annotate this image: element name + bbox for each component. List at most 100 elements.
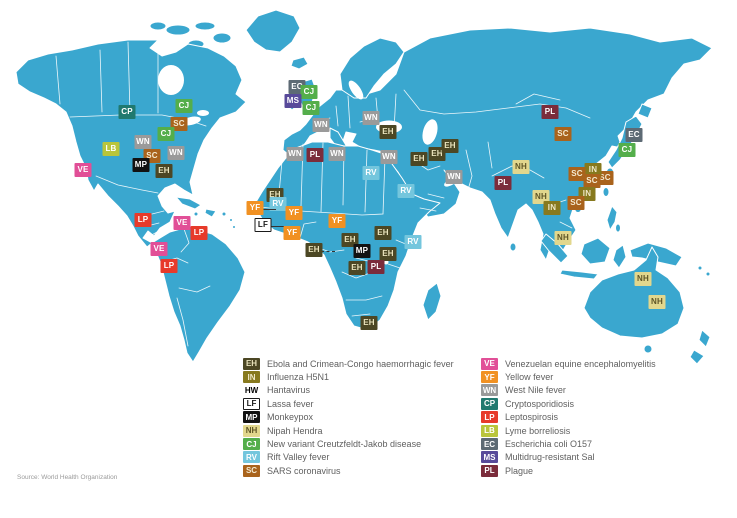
disease-marker-YF: YF xyxy=(285,206,303,220)
legend-label-EC: Escherichia coli O157 xyxy=(505,439,593,450)
legend-swatch-NH: NH xyxy=(243,424,260,437)
disease-marker-VE: VE xyxy=(150,242,168,256)
legend-row-VE: VE Venezuelan equine encephalomyelitis xyxy=(481,357,656,370)
continent-australia xyxy=(583,246,685,339)
baltic-sea xyxy=(348,80,364,100)
disease-marker-SC: SC xyxy=(583,174,601,188)
disease-marker-YF: YF xyxy=(283,226,301,240)
disease-marker-CJ: CJ xyxy=(157,127,175,141)
legend-row-MP: MP Monkeypox xyxy=(243,411,454,424)
disease-marker-RV: RV xyxy=(269,197,287,211)
disease-marker-NH: NH xyxy=(532,190,550,204)
legend-row-RV: RV Rift Valley fever xyxy=(243,451,454,464)
disease-marker-CJ: CJ xyxy=(175,99,193,113)
disease-marker-CJ: CJ xyxy=(618,143,636,157)
legend-column-right: VE Venezuelan equine encephalomyelitis YF Y… xyxy=(481,357,656,478)
disease-marker-EH: EH xyxy=(305,243,323,257)
legend-label-VE: Venezuelan equine encephalomyelitis xyxy=(505,358,656,369)
island-iceland xyxy=(290,56,309,70)
legend-label-RV: Rift Valley fever xyxy=(267,452,330,463)
disease-marker-EH: EH xyxy=(410,152,428,166)
legend-swatch-LF: LF xyxy=(243,397,260,410)
disease-marker-EH: EH xyxy=(379,247,397,261)
legend-row-CJ: CJ New variant Creutzfeldt-Jakob disease xyxy=(243,437,454,451)
disease-marker-RV: RV xyxy=(397,184,415,198)
legend-swatch-IN: IN xyxy=(243,371,260,384)
disease-marker-EH: EH xyxy=(374,226,392,240)
legend-row-SC: SC SARS coronavirus xyxy=(243,464,454,477)
legend-row-LB: LB Lyme borreliosis xyxy=(481,424,656,437)
disease-marker-IN: IN xyxy=(584,163,602,177)
legend-label-SC: SARS coronavirus xyxy=(267,465,341,476)
legend-column-left: EH Ebola and Crimean-Congo haemorrhagic f… xyxy=(243,357,454,478)
legend-row-LP: LP Leptospirosis xyxy=(481,411,656,424)
peninsula-scandinavia xyxy=(339,37,405,99)
legend-label-NH: Nipah Hendra xyxy=(267,425,323,436)
island-java xyxy=(559,269,599,280)
legend-label-HW: Hantavirus xyxy=(267,385,311,396)
legend-swatch-MS: MS xyxy=(481,451,498,464)
disease-marker-WN: WN xyxy=(134,135,152,149)
marker-leader-line xyxy=(262,209,276,210)
legend-swatch-RV: RV xyxy=(243,451,260,464)
hudson-bay xyxy=(158,65,184,95)
legend-label-YF: Yellow fever xyxy=(505,372,554,383)
legend-row-HW: HW Hantavirus xyxy=(243,384,454,397)
legend-swatch-MP: MP xyxy=(243,411,260,424)
caribbean-island xyxy=(193,211,199,217)
legend-label-MS: Multidrug-resistant Sal xyxy=(505,452,595,463)
island-sri-lanka xyxy=(509,242,517,252)
disease-marker-EH: EH xyxy=(348,261,366,275)
legend-label-PL: Plague xyxy=(505,465,534,476)
disease-marker-EH: EH xyxy=(341,233,359,247)
disease-marker-MP: MP xyxy=(353,244,371,258)
disease-marker-EH: EH xyxy=(155,164,173,178)
disease-marker-CP: CP xyxy=(118,105,136,119)
island-taiwan xyxy=(602,187,610,197)
disease-marker-EC: EC xyxy=(625,128,643,142)
disease-marker-YF: YF xyxy=(246,201,264,215)
disease-marker-LF: LF xyxy=(254,218,272,232)
legend-swatch-LP: LP xyxy=(481,411,498,424)
legend-swatch-CJ: CJ xyxy=(243,438,260,451)
caribbean-island xyxy=(221,211,227,217)
legend-swatch-LB: LB xyxy=(481,424,498,437)
disease-marker-SC: SC xyxy=(554,127,572,141)
legend-label-LF: Lassa fever xyxy=(267,398,314,409)
disease-marker-EH: EH xyxy=(441,139,459,153)
disease-marker-PL: PL xyxy=(541,105,559,119)
legend-label-MP: Monkeypox xyxy=(267,412,314,423)
disease-marker-EH: EH xyxy=(379,125,397,139)
legend-label-WN: West Nile fever xyxy=(505,385,566,396)
disease-marker-EH: EH xyxy=(360,316,378,330)
disease-marker-WN: WN xyxy=(286,147,304,161)
island-new-zealand-south xyxy=(689,349,705,365)
disease-marker-WN: WN xyxy=(312,118,330,132)
arctic-island xyxy=(165,24,191,36)
legend-swatch-WN: WN xyxy=(481,384,498,397)
legend-label-CJ: New variant Creutzfeldt-Jakob disease xyxy=(267,439,422,450)
legend-row-LF: LF Lassa fever xyxy=(243,397,454,410)
disease-marker-LB: LB xyxy=(102,142,120,156)
continent-greenland xyxy=(245,9,301,53)
islands-philippines xyxy=(606,205,618,231)
island-sulawesi xyxy=(612,244,627,269)
legend-swatch-SC: SC xyxy=(243,464,260,477)
legend-row-EH: EH Ebola and Crimean-Congo haemorrhagic f… xyxy=(243,357,454,370)
disease-marker-EH: EH xyxy=(428,147,446,161)
legend-row-IN: IN Influenza H5N1 xyxy=(243,370,454,384)
disease-marker-PL: PL xyxy=(306,148,324,162)
disease-marker-MP: MP xyxy=(132,158,150,172)
legend-row-EC: EC Escherichia coli O157 xyxy=(481,437,656,451)
disease-marker-RV: RV xyxy=(404,235,422,249)
legend-swatch-CP: CP xyxy=(481,397,498,410)
arctic-island xyxy=(194,21,216,31)
disease-marker-WN: WN xyxy=(445,170,463,184)
disease-marker-VE: VE xyxy=(74,163,92,177)
legend-row-YF: YF Yellow fever xyxy=(481,370,656,384)
disease-marker-RV: RV xyxy=(362,166,380,180)
disease-marker-IN: IN xyxy=(543,201,561,215)
disease-marker-CJ: CJ xyxy=(300,85,318,99)
